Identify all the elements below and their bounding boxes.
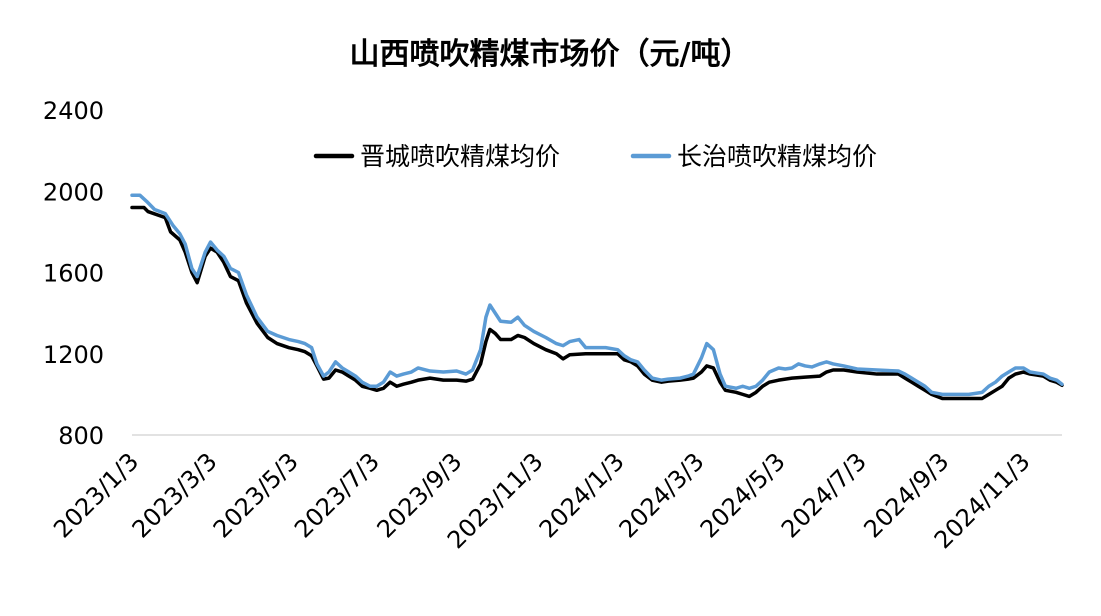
x-axis: 2023/1/32023/3/32023/5/32023/7/32023/9/3… bbox=[48, 434, 1062, 554]
series-line-jincheng bbox=[130, 205, 1064, 401]
y-tick-label: 800 bbox=[58, 422, 104, 450]
x-tick-label: 2024/5/3 bbox=[695, 447, 791, 543]
y-tick-label: 2000 bbox=[43, 178, 104, 206]
x-tick-label: 2023/5/3 bbox=[208, 447, 304, 543]
y-tick-label: 1200 bbox=[43, 341, 104, 369]
chart-title: 山西喷吹精煤市场价（元/吨） bbox=[350, 37, 751, 72]
x-tick-label: 2024/7/3 bbox=[776, 447, 872, 543]
series-line-changzhi bbox=[130, 193, 1064, 397]
legend-label-changzhi: 长治喷吹精煤均价 bbox=[677, 142, 877, 171]
y-axis: 800 1200 1600 2000 2400 bbox=[43, 97, 104, 450]
x-tick-label: 2024/1/3 bbox=[534, 447, 630, 543]
x-tick-label: 2023/3/3 bbox=[127, 447, 223, 543]
legend: 晋城喷吹精煤均价 长治喷吹精煤均价 bbox=[313, 142, 877, 171]
y-tick-label: 2400 bbox=[43, 97, 104, 125]
y-tick-label: 1600 bbox=[43, 260, 104, 288]
x-tick-label: 2024/3/3 bbox=[614, 447, 710, 543]
x-tick-label: 2023/7/3 bbox=[289, 447, 385, 543]
x-tick-label: 2023/1/3 bbox=[48, 447, 144, 543]
series-layer bbox=[130, 193, 1064, 401]
legend-label-jincheng: 晋城喷吹精煤均价 bbox=[360, 142, 560, 171]
